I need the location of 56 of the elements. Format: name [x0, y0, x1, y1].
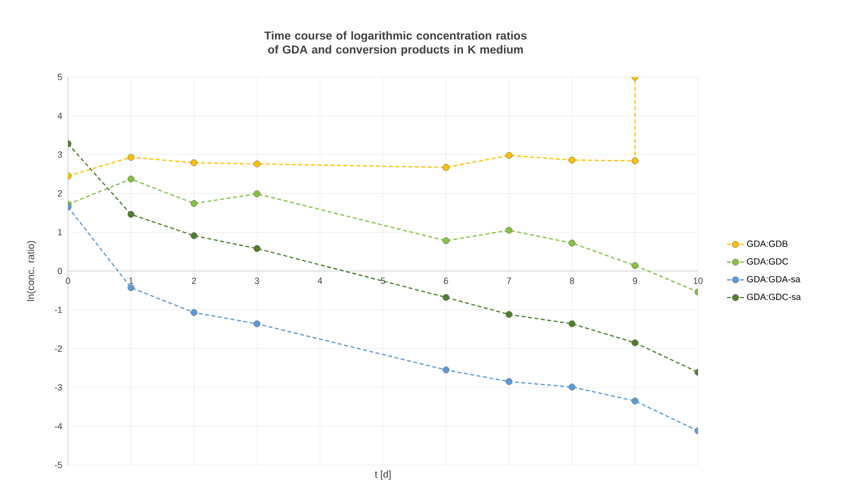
point — [568, 240, 576, 246]
y-tick-label: -4 — [54, 423, 62, 430]
point — [442, 294, 450, 301]
point — [632, 157, 638, 164]
point — [442, 366, 450, 374]
point — [506, 378, 512, 386]
point — [506, 152, 512, 159]
point — [632, 262, 638, 270]
y-tick-label: 5 — [58, 74, 62, 80]
point — [568, 320, 576, 328]
legend-label: GDA:GDB — [747, 240, 788, 247]
x-tick-label: 1 — [129, 278, 134, 284]
y-tick-label: -5 — [54, 462, 62, 468]
point — [632, 339, 638, 346]
x-tick-label: 3 — [254, 278, 260, 284]
point — [568, 384, 576, 390]
x-tick-label: 8 — [570, 278, 574, 284]
point — [506, 311, 512, 318]
point — [190, 232, 198, 240]
x-tick-label: 0 — [66, 278, 70, 284]
point — [128, 284, 134, 292]
x-tick-label: 7 — [506, 278, 512, 284]
point — [568, 156, 576, 164]
point — [254, 190, 260, 198]
y-tick-label: -2 — [54, 345, 62, 352]
y-tick-label: -1 — [54, 306, 62, 313]
y-tick-label: 1 — [58, 229, 62, 236]
x-tick-label: 4 — [318, 278, 322, 284]
y-axis-title: ln(conc. ratio) — [26, 240, 36, 301]
x-axis-title: t [d] — [374, 470, 391, 480]
point — [254, 160, 260, 168]
legend-label: GDA:GDC-sa — [747, 294, 801, 300]
y-tick-label: -3 — [54, 384, 62, 391]
x-tick-label: 9 — [632, 278, 638, 284]
point — [442, 237, 450, 244]
point — [128, 210, 134, 218]
point — [190, 309, 198, 316]
point — [442, 164, 450, 171]
x-tick-label: 6 — [444, 278, 448, 284]
x-tick-label: 2 — [192, 278, 196, 284]
legend-label: GDA:GDA-sa — [747, 276, 800, 282]
legend-label: GDA:GDC — [747, 258, 788, 265]
x-tick-label: 10 — [694, 278, 703, 284]
point — [128, 154, 134, 161]
point — [128, 176, 134, 182]
point — [190, 200, 198, 207]
y-tick-label: 0 — [58, 268, 62, 274]
y-tick-label: 3 — [58, 151, 62, 158]
y-tick-label: 4 — [58, 112, 62, 119]
point — [632, 398, 638, 404]
chart-title: Time course of logarithmic concentration ratios of GDA and conversion products in K medium — [264, 31, 526, 56]
point — [254, 245, 260, 252]
point — [254, 320, 260, 328]
point — [506, 226, 512, 234]
point — [190, 159, 198, 166]
y-tick-label: 2 — [58, 190, 62, 197]
